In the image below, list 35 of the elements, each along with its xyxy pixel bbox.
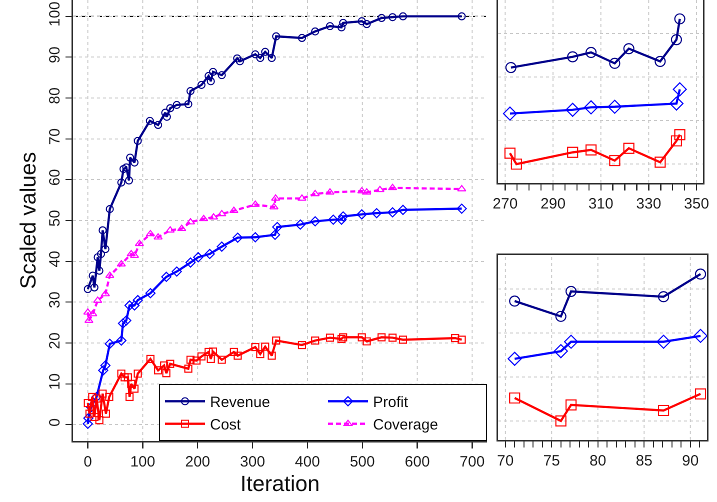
y-axis-title: Scaled values	[16, 152, 41, 289]
legend-label: Coverage	[373, 416, 438, 434]
y-tick-label: 90	[46, 46, 64, 64]
x-tick-label: 500	[350, 454, 375, 470]
x-tick-label: 400	[294, 454, 320, 470]
y-tick-label: 10	[46, 373, 64, 390]
x-tick-label: 310	[588, 196, 614, 212]
x-tick-label: 290	[540, 196, 566, 212]
y-tick-label: 60	[46, 169, 64, 186]
x-tick-label: 70	[497, 452, 514, 470]
y-tick-label: 0	[46, 418, 64, 427]
legend-label: Revenue	[210, 394, 270, 412]
x-tick-label: 75	[543, 452, 560, 470]
x-tick-label: 0	[84, 454, 92, 470]
x-tick-label: 85	[636, 452, 652, 470]
y-tick-label: 20	[46, 332, 64, 350]
y-tick-label: 80	[46, 87, 64, 104]
y-tick-label: 30	[46, 292, 64, 308]
y-tick-label: 100	[46, 2, 64, 27]
x-axis-title: Iteration	[240, 471, 320, 496]
x-tick-label: 350	[684, 196, 710, 212]
x-tick-label: 80	[590, 452, 606, 470]
x-tick-label: 90	[682, 452, 699, 470]
x-tick-label: 300	[240, 454, 266, 470]
x-tick-label: 600	[404, 454, 430, 470]
y-tick-label: 50	[46, 210, 64, 227]
x-tick-label: 100	[130, 454, 156, 470]
x-tick-label: 200	[185, 454, 210, 470]
legend-label: Cost	[210, 416, 242, 434]
y-tick-label: 70	[46, 128, 64, 145]
y-tick-label: 40	[46, 250, 64, 268]
x-tick-label: 330	[636, 196, 662, 212]
x-tick-label: 270	[492, 196, 518, 212]
x-tick-label: 700	[460, 454, 485, 470]
legend-label: Profit	[373, 394, 409, 412]
